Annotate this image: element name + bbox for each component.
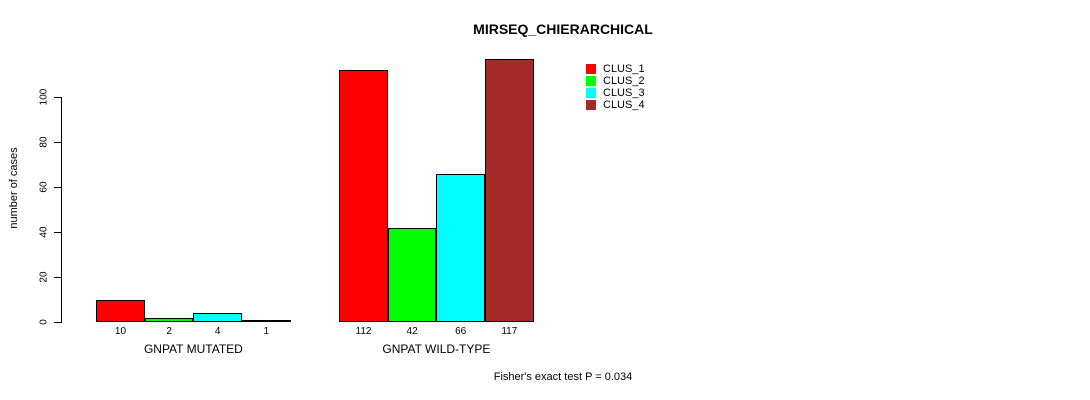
y-axis-line: [61, 97, 62, 323]
y-axis-tick-label: 100: [38, 88, 50, 106]
group-label: GNPAT WILD-TYPE: [382, 342, 491, 356]
y-axis-tick-label: 80: [38, 136, 50, 148]
bar-clus_1: [96, 299, 145, 322]
legend-item: CLUS_3: [586, 87, 645, 99]
y-axis-tick-label: 20: [38, 271, 50, 283]
legend-swatch: [586, 100, 596, 110]
bar-clus_2: [144, 317, 194, 322]
y-axis-tick-label: 60: [38, 181, 50, 193]
y-axis-tick: [54, 276, 62, 278]
bar-value-label: 117: [501, 326, 518, 337]
y-axis-tick-label: 40: [38, 226, 50, 238]
legend-swatch: [586, 88, 596, 98]
group-label: GNPAT MUTATED: [143, 342, 243, 356]
bar-value-label: 66: [455, 326, 467, 337]
y-axis-tick: [54, 321, 62, 323]
y-axis-tick: [54, 141, 62, 143]
legend-swatch: [586, 76, 596, 86]
bar-value-label: 42: [406, 326, 418, 337]
legend: CLUS_1 CLUS_2 CLUS_3 CLUS_4: [586, 63, 645, 111]
legend-label: CLUS_1: [603, 63, 645, 75]
bar-value-label: 4: [214, 326, 221, 337]
legend-label: CLUS_4: [603, 99, 645, 111]
bar-clus_3: [436, 173, 485, 322]
legend-label: CLUS_2: [603, 75, 645, 87]
pvalue-annotation: Fisher's exact test P = 0.034: [493, 371, 633, 383]
legend-swatch: [586, 64, 596, 74]
bar-clus_2: [387, 227, 437, 322]
y-axis-tick: [54, 186, 62, 188]
bar-value-label: 112: [355, 326, 372, 337]
y-axis-tick: [54, 96, 62, 98]
legend-label: CLUS_3: [603, 87, 645, 99]
chart-title: MIRSEQ_CHIERARCHICAL: [473, 21, 653, 37]
bar-value-label: 1: [263, 326, 270, 337]
y-axis-label: number of cases: [8, 147, 20, 229]
bar-clus_4: [242, 319, 291, 322]
bar-value-label: 10: [114, 326, 127, 337]
bar-clus_3: [193, 313, 242, 322]
bar-clus_4: [485, 58, 534, 322]
legend-item: CLUS_1: [586, 63, 645, 75]
y-axis-tick-label: 0: [38, 319, 50, 325]
legend-item: CLUS_2: [586, 75, 645, 87]
legend-item: CLUS_4: [586, 99, 645, 111]
bar-clus_1: [339, 70, 388, 322]
bar-value-label: 2: [166, 326, 172, 337]
y-axis-tick: [54, 231, 62, 233]
